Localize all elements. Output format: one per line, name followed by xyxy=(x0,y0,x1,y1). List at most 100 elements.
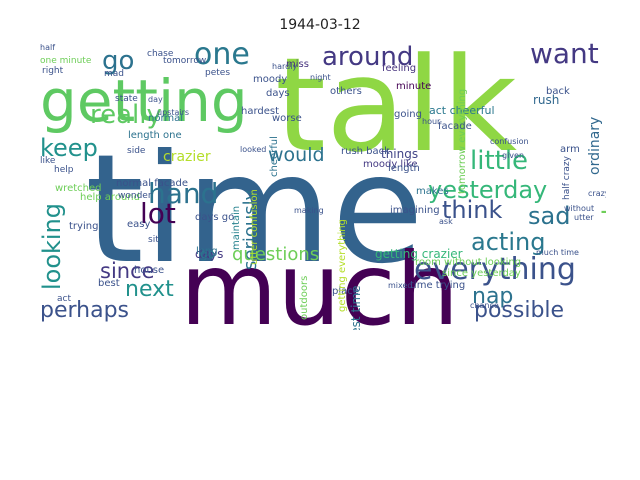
cloud-word: tomorrow everything xyxy=(457,88,468,194)
cloud-word: next xyxy=(125,277,174,302)
cloud-word: utter xyxy=(574,213,594,222)
cloud-word: sit xyxy=(148,235,159,245)
cloud-word: talk xyxy=(275,40,518,181)
cloud-word: hardly xyxy=(272,62,298,71)
cloud-word: sad xyxy=(528,202,571,230)
cloud-word: right xyxy=(42,66,64,76)
cloud-word: cheerful xyxy=(269,136,280,177)
cloud-word: rush back xyxy=(341,146,390,157)
cloud-word: would xyxy=(268,144,325,166)
cloud-word: mad xyxy=(104,69,124,79)
cloud-word: making xyxy=(294,206,324,215)
cloud-word: things xyxy=(381,147,419,161)
cloud-word: act cheerful xyxy=(429,104,495,117)
cloud-word: moody like xyxy=(363,159,418,170)
cloud-word: much time xyxy=(536,248,579,257)
cloud-word: act xyxy=(57,294,71,304)
cloud-word: utter confusion xyxy=(249,189,260,265)
cloud-word: going xyxy=(394,109,422,120)
cloud-word: house xyxy=(134,265,165,276)
cloud-word: night xyxy=(310,73,331,82)
cloud-word: looking xyxy=(40,202,66,290)
cloud-word: back xyxy=(546,86,570,97)
figure-title: 1944-03-12 xyxy=(279,17,361,33)
cloud-word: upstairs xyxy=(157,108,190,117)
cloud-word: think xyxy=(442,196,503,224)
cloud-word: days go xyxy=(195,212,235,223)
cloud-word: length one xyxy=(128,130,182,141)
cloud-word: crazier xyxy=(163,149,211,165)
cloud-word: without xyxy=(564,204,595,213)
cloud-word: wonder xyxy=(118,191,152,201)
cloud-word: room without looking xyxy=(415,257,522,268)
cloud-word: yesterday xyxy=(428,176,548,204)
cloud-word: feeling xyxy=(382,63,417,74)
cloud-word: day xyxy=(148,95,163,104)
cloud-word: like xyxy=(40,156,56,166)
cloud-word: want xyxy=(530,40,599,70)
cloud-word: length xyxy=(388,163,420,174)
cloud-word: crazy xyxy=(588,189,606,198)
cloud-word: mixed xyxy=(388,281,413,290)
cloud-word: others xyxy=(330,86,362,97)
cloud-word: hand xyxy=(148,177,219,210)
cloud-word: really xyxy=(90,100,162,130)
cloud-word: wretched xyxy=(55,183,102,194)
cloud-word: imagining xyxy=(390,205,440,216)
cloud-word: normal facade xyxy=(116,178,188,189)
cloud-word: days xyxy=(266,88,290,99)
cloud-word: chance xyxy=(470,301,499,310)
cloud-word: help around xyxy=(80,192,140,203)
cloud-word: arm xyxy=(560,144,580,155)
cloud-word: place xyxy=(332,286,359,297)
cloud-word: time xyxy=(85,123,424,297)
cloud-word: since xyxy=(100,259,155,283)
cloud-word: minute xyxy=(396,81,432,92)
cloud-word: looked xyxy=(240,145,267,154)
cloud-word: nap xyxy=(472,284,514,309)
cloud-word: trying xyxy=(69,221,99,232)
cloud-word: go xyxy=(200,247,215,261)
cloud-word: much xyxy=(180,231,460,331)
cloud-word: easy xyxy=(127,219,151,230)
cloud-word: chase xyxy=(147,49,174,59)
cloud-word: little xyxy=(470,146,529,176)
cloud-word: hour xyxy=(422,117,441,126)
cloud-word: confusion xyxy=(490,137,529,146)
cloud-word: petes xyxy=(205,68,231,78)
cloud-word: half crazy xyxy=(562,156,572,200)
cloud-word: since yesterday xyxy=(442,268,521,279)
cloud-word: worse xyxy=(272,113,302,124)
cloud-word: rush xyxy=(533,93,560,107)
cloud-word: normal xyxy=(148,113,184,124)
cloud-word: getting everything xyxy=(337,219,348,312)
cloud-word: go xyxy=(102,46,135,76)
cloud-word: hardest xyxy=(241,106,280,117)
cloud-word: lot xyxy=(140,197,176,230)
cloud-word: facade xyxy=(438,121,472,132)
cloud-word: moody xyxy=(253,74,288,85)
cloud-word: given xyxy=(502,151,525,160)
cloud-word: tomorrow xyxy=(163,56,207,66)
cloud-word: everything xyxy=(414,252,576,287)
cloud-word: time trying xyxy=(410,280,466,291)
cloud-word: keep xyxy=(40,134,98,162)
cloud-word: miss xyxy=(286,59,309,70)
cloud-word: makes xyxy=(416,186,449,197)
cloud-word: one minute xyxy=(40,56,92,66)
cloud-word: getting crazier xyxy=(375,247,463,261)
cloud-word: ask xyxy=(439,217,453,226)
cloud-word: getting xyxy=(40,67,248,135)
cloud-word: acting xyxy=(471,228,546,256)
cloud-word: help xyxy=(54,165,74,175)
cloud-word: long xyxy=(196,246,218,257)
cloud-word: side xyxy=(127,146,146,156)
cloud-word: days xyxy=(195,247,224,261)
word-cloud: time talk much getting everything around go wan… xyxy=(40,40,606,330)
cloud-word: possible xyxy=(474,298,565,323)
cloud-word: around xyxy=(322,42,414,72)
cloud-word: half xyxy=(40,43,56,52)
cloud-word: ordinary xyxy=(587,116,603,175)
cloud-word: best xyxy=(98,278,120,289)
cloud-word: one xyxy=(194,40,250,72)
